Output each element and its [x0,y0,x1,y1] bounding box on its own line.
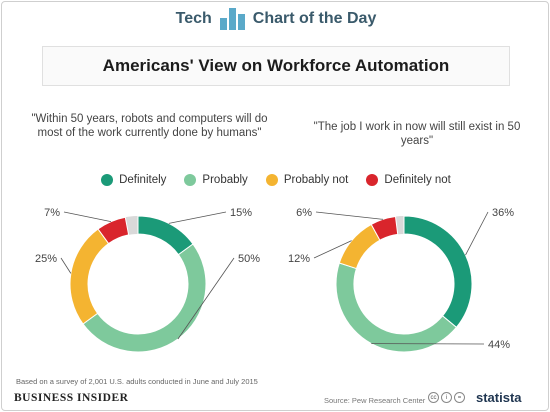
right-slice-definitely-not [370,215,399,241]
header-tech-label: Tech [175,10,212,27]
legend-label-probably: Probably [202,174,248,186]
right-slice-definitely [403,215,473,329]
cc-icon: cc [428,392,439,403]
right-label-definitely: 36% [492,207,514,219]
statista-logo: statista [476,390,522,405]
legend-swatch-definitely-not [366,174,379,186]
header-cotd-label: Chart of the Day [252,10,377,27]
header-bar: Tech Chart of the Day [2,2,548,36]
left-label-probably: 50% [238,253,260,265]
right-question: "The job I work in now will still exist … [313,121,521,147]
chart-logo-icon [219,8,245,30]
chart-title: Americans' View on Workforce Automation [102,56,450,75]
right-label-probably: 44% [488,339,510,351]
source-credit: Source: Pew Research Center [324,396,426,405]
left-slice-probably [82,243,207,353]
legend-swatch-probably [184,174,197,186]
license-icons: cc i = [428,392,465,403]
left-leader-definitely-not [63,211,112,222]
right-leader-definitely-not [315,211,384,220]
legend: Definitely Probably Probably not Definit… [2,174,548,186]
legend-item-definitely: Definitely [101,174,166,186]
business-insider-logo: BUSINESS INSIDER [14,392,129,404]
left-leader-probably-not [60,257,72,274]
right-slice-probably-not [338,223,381,270]
left-leader-probably [177,257,235,340]
left-slice-definitely-not [97,216,130,245]
legend-item-probably-not: Probably not [265,174,349,186]
right-leader-definitely [465,211,489,256]
right-label-probably-not: 12% [288,253,310,265]
left-label-definitely-not: 7% [44,207,60,219]
chart-title-box: Americans' View on Workforce Automation [42,46,510,86]
legend-label-definitely: Definitely [119,174,167,186]
left-label-probably-not: 25% [35,253,57,265]
right-slice-probably [335,262,458,353]
legend-label-definitely-not: Definitely not [384,174,451,186]
left-slice-probably-not [69,228,110,325]
left-slice-definitely [137,215,194,256]
legend-swatch-definitely [101,174,114,186]
legend-swatch-probably-not [265,174,278,186]
footnote: Based on a survey of 2,001 U.S. adults c… [16,377,258,386]
no-derivatives-icon: = [454,392,465,403]
left-question: "Within 50 years, robots and computers w… [31,113,268,139]
attribution-icon: i [441,392,452,403]
left-label-definitely: 15% [230,207,252,219]
left-leader-definitely [168,211,227,224]
legend-item-probably: Probably [184,174,248,186]
right-leader-probably-not [313,240,352,259]
legend-label-probably-not: Probably not [283,174,349,186]
legend-item-definitely-not: Definitely not [366,174,451,186]
right-label-definitely-not: 6% [296,207,312,219]
